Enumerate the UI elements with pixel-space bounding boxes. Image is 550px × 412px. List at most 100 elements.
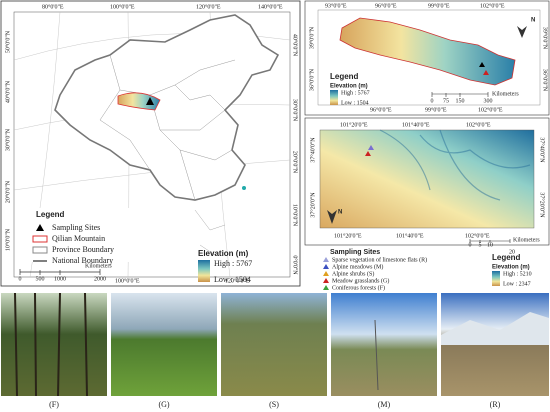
lat-label: 37°40'0"N (539, 137, 546, 163)
terrain (379, 129, 531, 201)
lat-label: 36°0'0"N (308, 68, 315, 91)
lon-label: 100°0'0"E (110, 3, 135, 10)
instrument-pole (374, 319, 379, 391)
lon-label: 80°0'0"E (42, 3, 64, 10)
inner-frame (13, 11, 291, 278)
legend-title: Sampling Sites (330, 249, 380, 256)
legend-item: Alpine shrubs (S) (332, 270, 374, 277)
lat-label: 10°0'0"N (4, 228, 11, 251)
lat-label: 20°0'0"N (4, 180, 11, 203)
elevation-title: Elevation (m) (330, 84, 368, 90)
north-label: N (338, 210, 342, 216)
scale-bar (19, 269, 101, 275)
photo-label: (M) (378, 400, 391, 409)
island (242, 186, 246, 190)
scale-tick: 0 (469, 242, 472, 248)
scale-tick: 0 (19, 276, 22, 282)
lat-label: 37°20'0"N (539, 192, 546, 218)
sampling-site (146, 97, 154, 105)
elevation-title: Elevation (m) (492, 265, 530, 271)
lon-label: 102°0'0"E (480, 2, 505, 9)
elevation-map (339, 17, 516, 86)
elevation-title: Elevation (m) (198, 249, 249, 258)
sites-legend: Sampling Sites Sparse vegetation of lime… (323, 249, 532, 291)
legend-item: Meadow grasslands (G) (332, 277, 389, 284)
inner-frame (317, 9, 541, 106)
scale-tick: 150 (456, 98, 465, 104)
legend-item: Province Boundary (52, 245, 114, 254)
photo-label: (F) (49, 400, 59, 409)
legend-symbol (32, 246, 48, 254)
top-right-map: 93°0'0"E 96°0'0"E 99°0'0"E 102°0'0"E 39°… (304, 0, 550, 116)
legend-item: Sparse vegetation of limestone flats (R) (332, 256, 427, 263)
lat-label: 10°0'0"N (292, 204, 299, 227)
scale-tick: 0 (431, 98, 434, 104)
photo (1, 293, 107, 396)
legend-item: Qilian Mountain (52, 234, 105, 243)
legend-symbol (323, 278, 329, 283)
elevation-high: High : 5767 (341, 90, 370, 96)
elevation-ramp (198, 260, 210, 282)
legend-title: Legend (36, 210, 65, 219)
lon-label: 93°0'0"E (325, 2, 347, 9)
lat-label: 50°0'0"N (4, 30, 11, 53)
legend-symbol (323, 264, 329, 269)
left-map: 80°0'0"E 100°0'0"E 120°0'0"E 140°0'0"E 5… (0, 0, 301, 287)
photo (221, 293, 327, 396)
scale-unit: Kilometers (85, 263, 112, 269)
lat-label: 39°0'0"N (542, 27, 549, 50)
lon-label: 140°0'0"E (258, 3, 283, 10)
elevation-high: High : 5767 (214, 259, 252, 268)
lon-label: 99°0'0"E (425, 106, 447, 113)
elevation-ramp (330, 90, 338, 105)
scale-tick: 75 (443, 98, 449, 104)
lat-label: 20°0'0"N (292, 151, 299, 174)
photo-label: (G) (158, 400, 169, 409)
scale-unit: Kilometers (492, 91, 519, 97)
legend-item: Sampling Sites (52, 223, 100, 232)
legend-symbol (323, 271, 329, 276)
scale-tick: 1000 (54, 276, 66, 282)
qilian-mountain (117, 92, 161, 111)
sampling-site (483, 70, 489, 75)
legend-symbol (36, 224, 44, 231)
lat-label: 30°0'0"N (292, 99, 299, 122)
lat-label: 36°0'0"N (542, 69, 549, 92)
mid-right-map: 101°20'0"E 101°40'0"E 102°0'0"E 37°40'0"… (304, 117, 550, 255)
lat-label: 0°0'0"N (292, 255, 299, 275)
lon-label: 96°0'0"E (370, 106, 392, 113)
lon-label: 101°20'0"E (334, 232, 362, 239)
lat-label: 40°0'0"N (4, 80, 11, 103)
lon-label: 102°0'0"E (466, 121, 491, 128)
photos: (F) (G) (S) (M) (R) (1, 292, 549, 409)
sampling-site (479, 62, 485, 67)
photo-label: (S) (269, 400, 279, 409)
legend-item: National Boundary (52, 256, 113, 265)
elevation-low: Low : 1504 (341, 100, 369, 106)
legend-box (24, 208, 194, 262)
legend-item: Coniferous forests (F) (332, 284, 385, 291)
legend-title: Legend (330, 72, 359, 81)
lon-label: 102°0'0"E (478, 106, 503, 113)
photo (111, 293, 217, 396)
nine-dash (194, 209, 226, 256)
lon-label: 100°0'0"E (115, 277, 140, 284)
lat-label: 37°40'0"N (309, 137, 316, 163)
lon-label: 120°0'0"E (225, 277, 250, 284)
scale-unit: Kilometers (513, 237, 540, 243)
scale-tick: 2000 (94, 276, 106, 282)
photo (331, 293, 437, 396)
legend-symbol (323, 257, 329, 262)
lon-label: 99°0'0"E (428, 2, 450, 9)
elevation-high: High : 5210 (503, 271, 532, 277)
elevation-ramp (492, 271, 500, 286)
legend-symbol (323, 285, 329, 290)
north-arrow (517, 26, 527, 38)
scale-bar (431, 92, 489, 97)
lon-label: 120°0'0"E (196, 3, 221, 10)
legend-title: Legend (492, 253, 521, 262)
lon-label: 101°40'0"E (396, 232, 424, 239)
legend-symbol (32, 235, 48, 243)
north-label: N (531, 18, 535, 24)
